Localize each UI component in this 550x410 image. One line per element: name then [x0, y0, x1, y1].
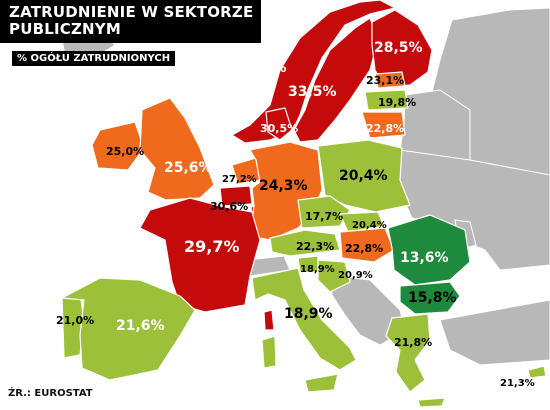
label-estonia: 23,1% [366, 74, 404, 87]
lithuania-region [361, 111, 406, 139]
romania-region [387, 214, 471, 286]
balkans-land [329, 274, 406, 346]
estonia-region [374, 71, 406, 89]
label-romania: 13,6% [400, 250, 449, 266]
label-poland: 20,4% [339, 168, 388, 184]
label-hungary: 22,8% [345, 242, 383, 255]
label-denmark: 30,5% [260, 122, 298, 135]
title-box: ZATRUDNIENIE W SEKTORZE PUBLICZNYM [0, 0, 262, 43]
crete-region [417, 397, 446, 408]
title-line-2: PUBLICZNYM [9, 20, 121, 38]
italy-region [251, 267, 357, 371]
label-austria: 22,3% [296, 240, 334, 253]
croatia-region [317, 259, 351, 293]
turkey-land [439, 299, 550, 366]
label-slovakia: 20,4% [352, 220, 387, 231]
label-bulgaria: 15,8% [408, 290, 457, 306]
label-netherlands: 27,2% [222, 174, 257, 185]
label-germany: 24,3% [259, 178, 308, 194]
denmark-region [265, 107, 293, 141]
ireland-region [91, 121, 145, 171]
label-greece: 21,8% [394, 336, 432, 349]
austria-region [269, 229, 341, 257]
spain-region [61, 277, 196, 381]
label-italy: 18,9% [284, 306, 333, 322]
subtitle: % OGÓŁU ZATRUDNIONYCH [12, 51, 176, 66]
label-lithuania: 22,8% [366, 122, 404, 135]
sicily-region [304, 373, 339, 393]
label-ireland: 25,0% [106, 145, 144, 158]
label-sweden: 33,5% [288, 84, 337, 100]
belgium-region [219, 185, 253, 207]
label-cyprus: 21,3% [500, 378, 535, 389]
hungary-region [339, 227, 395, 263]
uk-region [139, 97, 215, 201]
value-labels: 35,2% 33,5% 28,5% 23,1% 19,8% 22,8% 30,5… [56, 40, 535, 389]
greece-region [385, 313, 431, 393]
bulgaria-region [399, 281, 461, 315]
label-slovenia: 18,9% [300, 264, 335, 275]
sardinia-region [261, 335, 277, 369]
label-latvia: 19,8% [378, 96, 416, 109]
eu-countries [61, 0, 547, 408]
label-portugal: 21,0% [56, 314, 94, 327]
france-region [139, 197, 261, 313]
label-france: 29,7% [184, 237, 240, 256]
slovakia-region [339, 211, 385, 233]
corsica-region [263, 309, 275, 331]
cyprus-region [527, 365, 547, 379]
label-norway: 35,2% [238, 60, 287, 76]
source-note: ŹR.: EUROSTAT [8, 388, 93, 399]
label-croatia: 20,9% [338, 270, 373, 281]
title-line-1: ZATRUDNIENIE W SEKTORZE [9, 3, 254, 21]
label-spain: 21,6% [116, 318, 165, 334]
label-czechia: 17,7% [305, 210, 343, 223]
label-uk: 25,6% [164, 160, 213, 176]
label-belgium: 30,6% [210, 200, 248, 213]
finland-region [371, 9, 433, 89]
label-finland: 28,5% [374, 40, 423, 56]
latvia-region [364, 89, 409, 111]
